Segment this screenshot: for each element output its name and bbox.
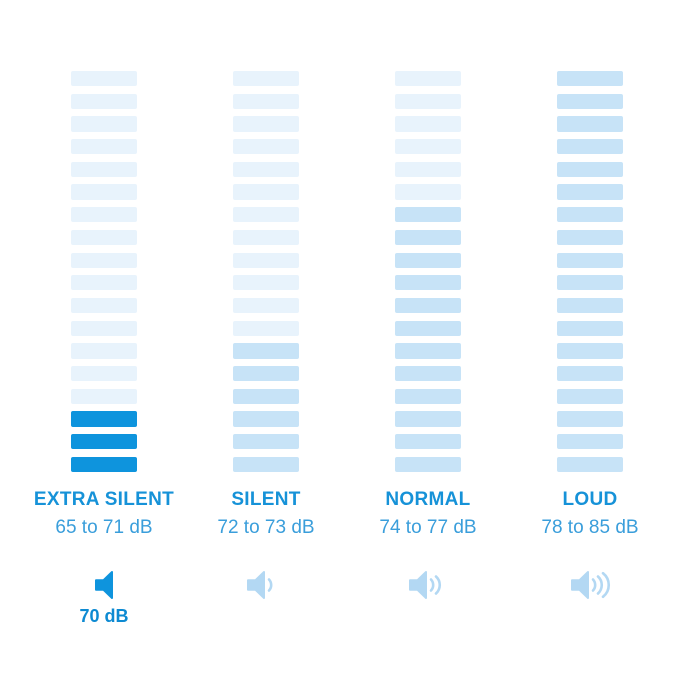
level-bar	[395, 116, 461, 132]
noise-level-option-extra-silent[interactable]: EXTRA SILENT 65 to 71 dB 70 dB	[23, 71, 185, 627]
level-bar	[71, 207, 137, 223]
level-bar	[71, 456, 137, 472]
level-bar	[71, 411, 137, 427]
noise-level-option-loud[interactable]: LOUD 78 to 85 dB	[509, 71, 671, 627]
level-bar	[233, 252, 299, 268]
level-bar	[557, 411, 623, 427]
speaker-3-waves-icon	[568, 570, 612, 600]
level-bar	[395, 343, 461, 359]
level-bar-stack	[233, 71, 299, 472]
level-bar	[233, 161, 299, 178]
level-bar	[233, 411, 299, 427]
level-title: EXTRA SILENT	[33, 488, 175, 510]
level-bar	[233, 343, 299, 359]
level-bar	[233, 229, 299, 246]
level-bar	[395, 456, 461, 472]
level-bar	[233, 365, 299, 382]
level-bar	[233, 71, 299, 87]
selected-db-value: 70 dB	[79, 605, 129, 626]
level-bar	[557, 139, 623, 155]
level-bar	[71, 297, 137, 314]
level-bar	[395, 297, 461, 314]
level-title: SILENT	[231, 488, 301, 510]
level-bar	[395, 434, 461, 450]
level-bar	[557, 252, 623, 268]
level-bar	[71, 434, 137, 450]
level-bar	[557, 434, 623, 450]
level-bar	[71, 365, 137, 382]
level-bar	[233, 207, 299, 223]
level-bar	[71, 320, 137, 336]
level-bar	[395, 93, 461, 109]
level-bar	[233, 275, 299, 291]
level-db-range: 78 to 85 dB	[541, 516, 639, 538]
speaker-1-wave-icon	[244, 570, 288, 600]
level-bar	[395, 229, 461, 246]
level-bar	[557, 116, 623, 132]
noise-level-option-normal[interactable]: NORMAL 74 to 77 dB	[347, 71, 509, 627]
level-bar	[71, 161, 137, 178]
level-bar-stack	[557, 71, 623, 472]
level-bar	[233, 116, 299, 132]
level-bar	[233, 297, 299, 314]
level-bar	[71, 343, 137, 359]
level-bar	[557, 275, 623, 291]
level-bar	[71, 116, 137, 132]
level-bar-stack	[395, 71, 461, 472]
level-bar	[71, 93, 137, 109]
level-bar	[395, 71, 461, 87]
level-db-range: 72 to 73 dB	[217, 516, 315, 538]
level-bar	[557, 320, 623, 336]
level-bar	[71, 139, 137, 155]
level-bar	[71, 275, 137, 291]
level-bar	[71, 252, 137, 268]
level-bar	[71, 229, 137, 246]
level-bar	[557, 161, 623, 178]
level-title: LOUD	[562, 488, 618, 510]
level-bar	[395, 320, 461, 336]
level-bar	[395, 139, 461, 155]
level-db-range: 65 to 71 dB	[55, 516, 153, 538]
level-bar	[557, 365, 623, 382]
speaker-2-waves-icon	[406, 570, 450, 600]
level-bar	[71, 184, 137, 200]
level-bar-stack	[71, 71, 137, 472]
noise-level-columns: EXTRA SILENT 65 to 71 dB 70 dB SILENT 72…	[23, 71, 671, 627]
level-bar	[233, 320, 299, 336]
level-bar	[557, 343, 623, 359]
level-bar	[395, 275, 461, 291]
noise-level-option-silent[interactable]: SILENT 72 to 73 dB	[185, 71, 347, 627]
level-bar	[557, 184, 623, 200]
level-bar	[395, 388, 461, 404]
level-bar	[395, 411, 461, 427]
level-bar	[395, 365, 461, 382]
level-bar	[557, 71, 623, 87]
level-bar	[233, 139, 299, 155]
level-bar	[233, 456, 299, 472]
level-bar	[233, 434, 299, 450]
level-bar	[557, 207, 623, 223]
level-bar	[557, 388, 623, 404]
level-bar	[395, 252, 461, 268]
level-bar	[395, 184, 461, 200]
level-title: NORMAL	[385, 488, 471, 510]
level-bar	[557, 93, 623, 109]
level-bar	[557, 229, 623, 246]
level-bar	[233, 388, 299, 404]
level-bar	[71, 388, 137, 404]
level-bar	[233, 184, 299, 200]
level-bar	[557, 456, 623, 472]
speaker-no-waves-icon	[92, 570, 116, 600]
level-bar	[395, 161, 461, 178]
level-bar	[557, 297, 623, 314]
level-db-range: 74 to 77 dB	[379, 516, 477, 538]
level-bar	[233, 93, 299, 109]
level-bar	[395, 207, 461, 223]
level-bar	[71, 71, 137, 87]
